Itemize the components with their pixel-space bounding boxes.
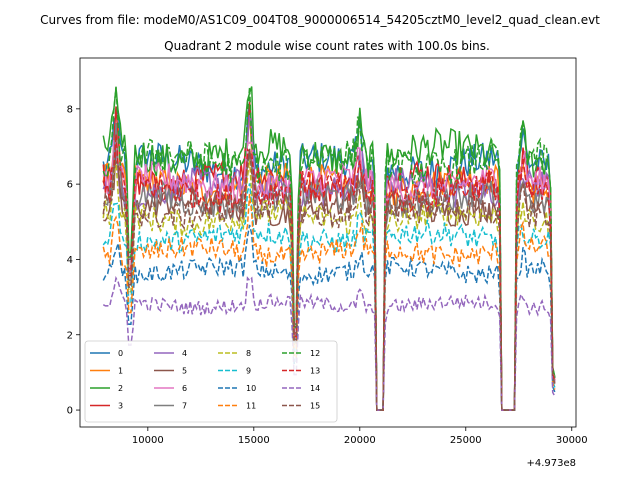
x-axis-offset-label: +4.973e8 xyxy=(526,458,576,469)
x-tick-label: 15000 xyxy=(238,435,270,446)
legend-label-12: 12 xyxy=(310,349,320,358)
plot-area-frame xyxy=(79,57,577,428)
series-line-11 xyxy=(102,193,556,411)
series-line-6 xyxy=(102,136,556,411)
series-line-7 xyxy=(103,123,556,411)
y-tick-label: 8 xyxy=(67,104,73,115)
x-tick-label: 30000 xyxy=(556,435,588,446)
series-line-12 xyxy=(102,86,556,411)
legend-label-10: 10 xyxy=(246,384,256,393)
legend-frame xyxy=(84,340,338,423)
series-line-9 xyxy=(102,183,556,411)
y-tick-label: 4 xyxy=(67,255,73,266)
legend-label-4: 4 xyxy=(182,349,187,358)
legend-label-9: 9 xyxy=(246,367,251,376)
series-line-10 xyxy=(102,224,556,411)
legend-label-5: 5 xyxy=(182,367,187,376)
figure-suptitle: Curves from file: modeM0/AS1C09_004T08_9… xyxy=(40,13,600,27)
y-axis: 0 2 4 6 8 xyxy=(67,104,80,417)
x-tick-label: 25000 xyxy=(450,435,482,446)
legend-label-14: 14 xyxy=(310,384,320,393)
series-line-1 xyxy=(102,112,556,411)
x-tick-label: 10000 xyxy=(132,435,164,446)
y-tick-label: 0 xyxy=(67,406,73,417)
legend-label-2: 2 xyxy=(118,384,123,393)
legend-label-6: 6 xyxy=(182,384,187,393)
legend-label-11: 11 xyxy=(246,402,256,411)
series-layer xyxy=(102,86,556,411)
series-line-15 xyxy=(102,148,556,411)
legend-label-13: 13 xyxy=(310,367,320,376)
chart-title: Quadrant 2 module wise count rates with … xyxy=(164,39,490,53)
legend-label-7: 7 xyxy=(182,402,187,411)
legend-label-0: 0 xyxy=(118,349,123,358)
y-tick-label: 2 xyxy=(67,330,73,341)
series-line-2 xyxy=(102,86,556,411)
series-line-13 xyxy=(102,134,556,411)
legend-label-3: 3 xyxy=(118,402,123,411)
x-axis: 10000 15000 20000 25000 30000 xyxy=(132,427,588,446)
legend-label-1: 1 xyxy=(118,367,123,376)
legend-label-15: 15 xyxy=(310,402,320,411)
series-line-8 xyxy=(102,159,556,411)
y-tick-label: 6 xyxy=(67,180,73,191)
x-tick-label: 20000 xyxy=(344,435,376,446)
legend-label-8: 8 xyxy=(246,349,251,358)
